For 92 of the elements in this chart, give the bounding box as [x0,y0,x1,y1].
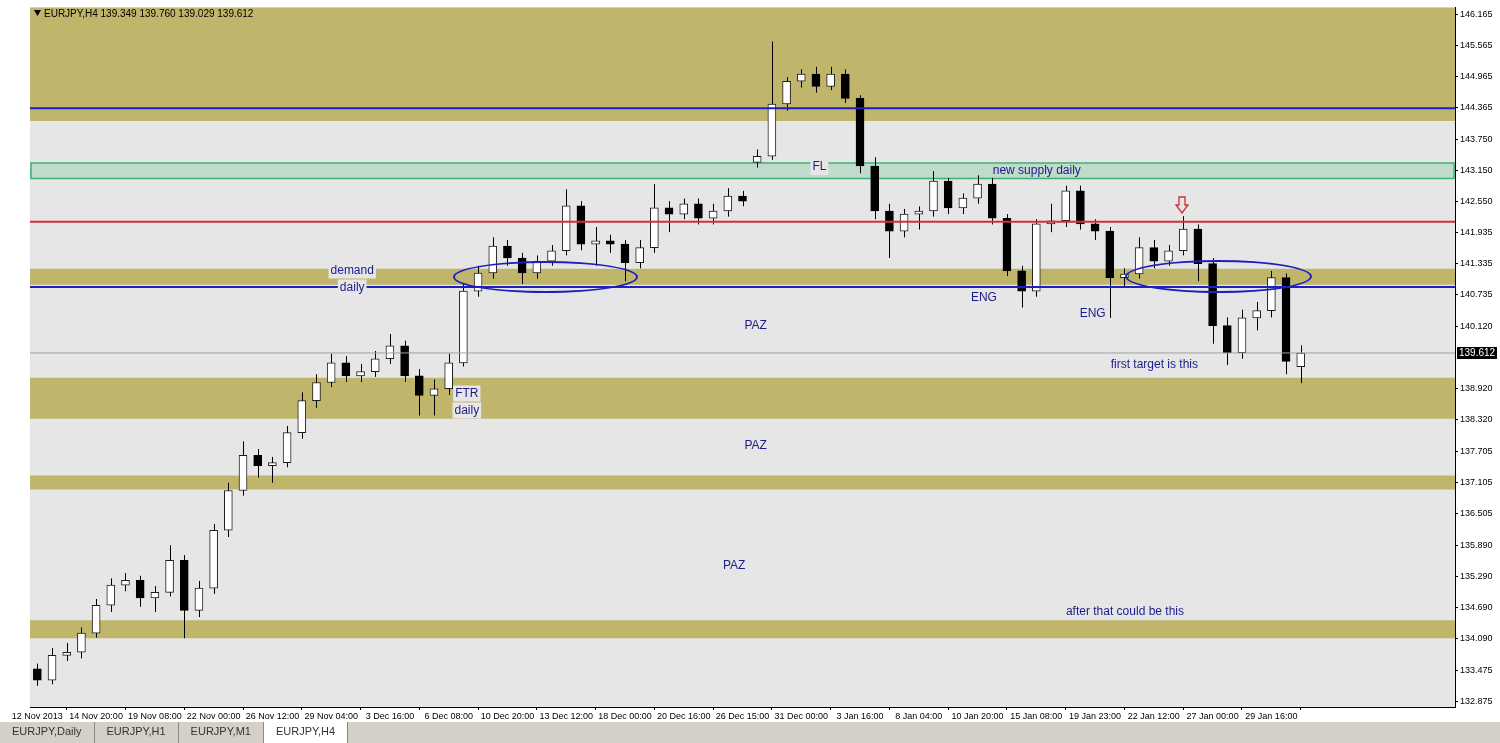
x-tick-label: 15 Jan 08:00 [1010,710,1063,721]
candlestick [503,239,512,267]
band-label: new supply daily [992,162,1081,177]
y-tick-label: 136.505 [1460,507,1493,518]
candlestick [1252,301,1262,331]
x-tick-label: 22 Jan 12:00 [1127,710,1180,721]
text: EURJPY,H4 [263,722,349,743]
x-tick-label: 26 Dec 15:00 [715,710,770,721]
candlestick [414,368,424,417]
x-tick-label: 10 Dec 20:00 [480,710,535,721]
candlestick [752,148,762,169]
y-tick-label: 143.150 [1460,164,1493,175]
y-tick-label: 138.320 [1460,414,1493,425]
y-tick-label: 133.475 [1460,664,1493,675]
x-tick-label: 6 Dec 08:00 [424,710,473,721]
candlestick [1178,215,1188,256]
x-tick-label: 27 Jan 00:00 [1186,710,1239,721]
candlestick [708,203,718,225]
y-tick-label: 135.890 [1460,539,1493,550]
candlestick [723,187,733,218]
candlestick [1164,244,1173,267]
annotation: after that could be this [1065,604,1184,619]
y-tick-label: 143.750 [1460,133,1493,144]
candlestick [841,68,850,104]
annotation: PAZ [744,318,767,333]
candlestick [370,350,380,378]
annotation: ENG [970,290,997,305]
ref-line-label: 139.612 [1459,346,1496,358]
annotation: FTR daily [454,385,480,417]
candlestick [429,378,439,417]
x-tick-label: 19 Nov 08:00 [128,710,182,721]
candlestick [885,203,894,259]
x-tick-label: 13 Dec 12:00 [539,710,593,721]
annotation: demand daily [330,262,374,294]
x-tick-label: 18 Dec 00:00 [598,710,652,721]
annotation: ENG [1079,306,1106,321]
annotation: PAZ [722,558,746,573]
x-tick-label: 29 Nov 04:00 [304,710,358,721]
y-tick-label: 146.165 [1460,8,1493,19]
x-tick-label: 12 Nov 2013 [11,710,63,721]
x-tick-label: 10 Jan 20:00 [951,710,1004,721]
y-tick-label: 140.120 [1460,321,1493,332]
candlestick [194,580,204,618]
text: EURJPY,Daily [0,722,95,743]
annotation: PAZ [744,438,767,453]
x-tick-label: 26 Nov 12:00 [245,710,300,721]
x-tick-label: 22 Nov 00:00 [186,710,241,721]
candlestick [356,363,365,383]
candlestick [796,68,806,88]
candlestick [547,244,556,267]
x-tick-label: 19 Jan 23:00 [1069,710,1122,721]
x-tick-label: 31 Dec 00:00 [774,710,829,721]
y-tick-label: 144.965 [1460,70,1493,81]
y-tick-label: 137.705 [1460,445,1493,456]
text: EURJPY,H1 [94,722,179,743]
candlestick [135,575,145,608]
candlestick [973,174,982,205]
candlestick [121,572,130,592]
x-tick-label: 8 Jan 04:00 [895,710,943,721]
y-tick-label: 134.090 [1460,632,1493,643]
y-tick-label: 137.105 [1460,476,1493,487]
y-tick-label: 135.290 [1460,570,1493,581]
y-tick-label: 134.690 [1460,601,1493,612]
y-tick-label: 142.550 [1460,195,1493,206]
candlestick [635,239,644,269]
y-tick-label: 144.365 [1460,101,1493,112]
x-tick-label: 14 Nov 20:00 [69,710,123,721]
candlestick [1296,344,1306,384]
x-tick-label: 29 Jan 16:00 [1245,710,1298,721]
text: EURJPY,M1 [178,722,264,743]
candlestick [694,198,703,225]
x-tick-label: 3 Jan 16:00 [836,710,884,721]
x-tick-label: 3 Dec 16:00 [365,710,415,721]
candlestick [782,76,791,112]
y-tick-label: 141.935 [1460,227,1493,238]
candlestick [1017,265,1026,309]
candlestick [679,198,689,220]
y-tick-label: 132.875 [1460,695,1493,706]
annotation: first target is this [1110,357,1199,372]
y-tick-label: 140.735 [1460,289,1493,300]
candlestick [106,577,116,613]
y-tick-label: 138.920 [1460,383,1493,394]
candlestick [268,456,277,484]
y-tick-label: 141.335 [1460,258,1493,269]
candlestick [312,373,321,409]
candlestick [77,626,86,659]
candlestick [62,642,72,662]
chart-title: EURJPY,H4 139.349 139.760 139.029 139.612 [44,8,254,20]
x-tick-label: 20 Dec 16:00 [656,710,711,721]
candlestick [826,66,835,91]
y-tick-label: 145.565 [1460,39,1493,50]
annotation: FL [812,159,827,174]
